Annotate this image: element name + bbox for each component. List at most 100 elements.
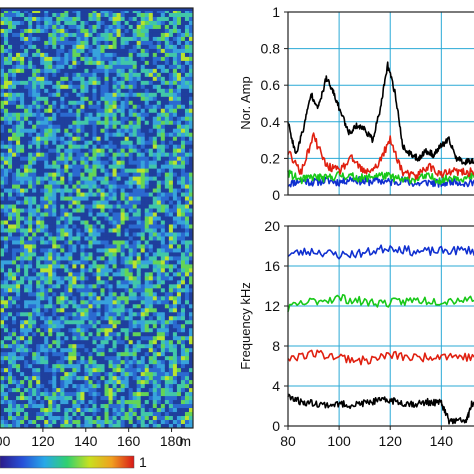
heatmap-cell xyxy=(68,84,73,90)
heatmap-cell xyxy=(168,276,174,281)
heatmap-cell xyxy=(68,236,73,241)
heatmap-cell xyxy=(96,308,101,313)
heatmap-cell xyxy=(136,160,142,166)
heatmap-cell xyxy=(184,172,190,177)
heatmap-cell xyxy=(88,364,93,369)
heatmap-cell xyxy=(16,280,21,285)
heatmap-cell xyxy=(180,388,186,393)
heatmap-cell xyxy=(132,352,138,357)
heatmap-cell xyxy=(80,380,85,385)
heatmap-cell xyxy=(80,164,85,170)
heatmap-cell xyxy=(148,304,154,309)
heatmap-cell xyxy=(124,192,130,197)
heatmap-cell xyxy=(164,20,170,26)
heatmap-cell xyxy=(84,340,89,345)
heatmap-cell xyxy=(8,236,13,241)
heatmap-cell xyxy=(16,348,21,353)
heatmap-cell xyxy=(36,116,41,122)
heatmap-cell xyxy=(28,404,33,409)
heatmap-cell xyxy=(32,296,37,301)
heatmap-cell xyxy=(104,156,109,162)
heatmap-cell xyxy=(0,340,5,345)
heatmap-cell xyxy=(184,128,190,134)
heatmap-cell xyxy=(136,140,142,146)
heatmap-cell xyxy=(24,404,29,409)
heatmap-cell xyxy=(52,328,57,333)
heatmap-cell xyxy=(40,56,45,62)
heatmap-cell xyxy=(156,124,162,130)
heatmap-cell xyxy=(184,20,190,26)
heatmap-cell xyxy=(8,52,13,58)
heatmap-cell xyxy=(128,100,134,106)
heatmap-cell xyxy=(84,80,89,86)
heatmap-cell xyxy=(68,88,73,94)
heatmap-cell xyxy=(152,424,158,429)
heatmap-cell xyxy=(20,16,25,22)
heatmap-cell xyxy=(64,400,69,405)
heatmap-cell xyxy=(68,160,73,166)
heatmap-cell xyxy=(56,280,61,285)
heatmap-cell xyxy=(24,180,29,185)
heatmap-cell xyxy=(76,180,81,185)
heatmap-cell xyxy=(72,352,77,357)
heatmap-cell xyxy=(156,248,162,253)
heatmap-cell xyxy=(124,232,130,237)
heatmap-cell xyxy=(168,168,174,174)
heatmap-cell xyxy=(72,388,77,393)
heatmap-cell xyxy=(20,340,25,345)
heatmap-cell xyxy=(84,364,89,369)
heatmap-cell xyxy=(108,416,113,421)
heatmap-cell xyxy=(132,348,138,353)
heatmap-cell xyxy=(28,172,33,177)
heatmap-cell xyxy=(144,128,150,134)
heatmap-cell xyxy=(56,316,61,321)
heatmap-cell xyxy=(152,208,158,213)
heatmap-cell xyxy=(152,212,158,217)
heatmap-cell xyxy=(0,400,5,405)
heatmap-cell xyxy=(80,112,85,118)
heatmap-cell xyxy=(36,260,41,265)
heatmap-cell xyxy=(64,228,69,233)
heatmap-cell xyxy=(96,228,101,233)
heatmap-cell xyxy=(120,320,126,325)
heatmap-cell xyxy=(80,160,85,166)
heatmap-cell xyxy=(120,108,126,114)
heatmap-cell xyxy=(64,48,69,54)
heatmap-cell xyxy=(44,72,49,78)
heatmap-cell xyxy=(104,340,109,345)
heatmap-cell xyxy=(124,224,130,229)
heatmap-cell xyxy=(120,56,126,62)
heatmap-cell xyxy=(148,296,154,301)
heatmap-cell xyxy=(140,148,146,154)
heatmap-cell xyxy=(40,340,45,345)
heatmap-cell xyxy=(144,20,150,26)
heatmap-cell xyxy=(172,388,178,393)
heatmap-cell xyxy=(172,188,178,193)
heatmap-cell xyxy=(104,264,109,269)
heatmap-cell xyxy=(168,96,174,102)
heatmap-cell xyxy=(16,80,21,86)
heatmap-cell xyxy=(136,164,142,170)
heatmap-cell xyxy=(48,108,53,114)
heatmap-cell xyxy=(172,280,178,285)
heatmap-cell xyxy=(116,340,122,345)
heatmap-cell xyxy=(92,308,97,313)
heatmap-cell xyxy=(112,280,117,285)
heatmap-cell xyxy=(32,72,37,78)
heatmap-cell xyxy=(96,388,101,393)
heatmap-cell xyxy=(164,228,170,233)
heatmap-cell xyxy=(64,76,69,82)
heatmap-cell xyxy=(132,372,138,377)
heatmap-cell xyxy=(180,364,186,369)
heatmap-cell xyxy=(24,316,29,321)
heatmap-cell xyxy=(164,364,170,369)
heatmap-cell xyxy=(164,80,170,86)
heatmap-cell xyxy=(28,336,33,341)
heatmap-cell xyxy=(176,132,182,138)
heatmap-cell xyxy=(176,252,182,257)
heatmap-cell xyxy=(140,276,146,281)
heatmap-cell xyxy=(4,296,9,301)
heatmap-cell xyxy=(164,124,170,130)
heatmap-cell xyxy=(20,388,25,393)
heatmap-cell xyxy=(184,328,190,333)
